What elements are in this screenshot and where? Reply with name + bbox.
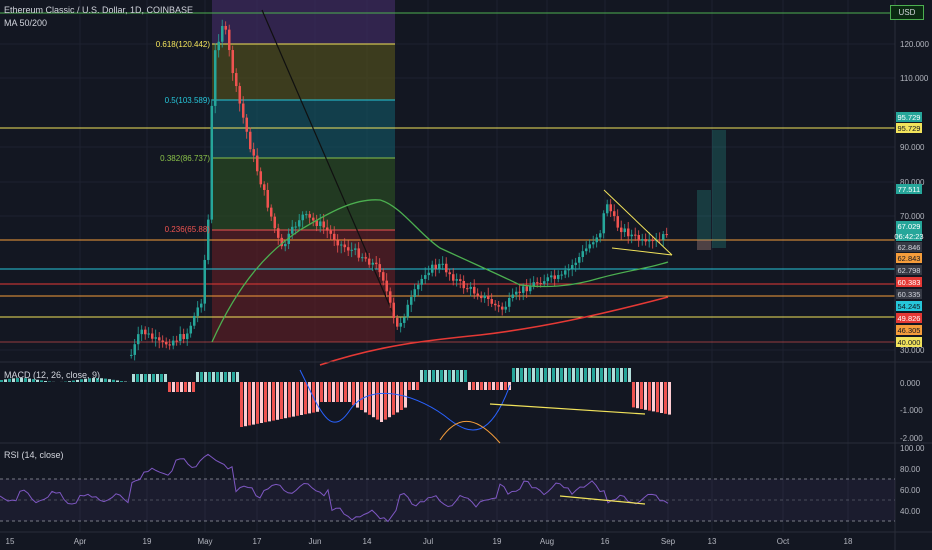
ma200-line xyxy=(319,296,669,366)
time-label: 14 xyxy=(363,537,372,546)
price-labels: 95.729 95.729 77.511 67.029 06:42:23 62.… xyxy=(894,112,924,347)
macd-histogram xyxy=(0,368,671,427)
price-label: 60.383 xyxy=(898,278,921,287)
time-label: Sep xyxy=(661,537,676,546)
price-label-box xyxy=(896,253,922,263)
price-label: 95.729 xyxy=(898,113,921,122)
time-label: 18 xyxy=(844,537,853,546)
time-label: Jul xyxy=(423,537,433,546)
macd-tick: -2.000 xyxy=(900,434,923,443)
macd-line xyxy=(299,369,511,431)
price-label-box xyxy=(896,289,922,299)
usd-currency-icon: USD xyxy=(898,8,916,17)
rsi-divergence-line[interactable] xyxy=(559,495,646,505)
price-label: 40.000 xyxy=(898,338,921,347)
time-label: May xyxy=(197,537,212,546)
rsi-tick: 60.00 xyxy=(900,486,921,495)
price-label-box xyxy=(896,221,922,231)
symbol-title[interactable]: Ethereum Classic / U.S. Dollar, 1D, COIN… xyxy=(4,5,194,15)
usd-currency-button[interactable]: USD xyxy=(890,5,924,20)
price-label: 77.511 xyxy=(898,185,920,194)
horizontal-levels[interactable] xyxy=(0,12,895,343)
price-label: 62.846 xyxy=(898,243,921,252)
fib-label-0236: 0.236(65.88) xyxy=(165,225,211,234)
price-label-box xyxy=(896,184,922,194)
fib-label-05: 0.5(103.589) xyxy=(165,96,211,105)
macd-tick: 0.000 xyxy=(900,379,921,388)
macd-label[interactable]: MACD (12, 26, close, 9) xyxy=(4,370,101,380)
time-label: Jun xyxy=(309,537,322,546)
triangle-pattern[interactable] xyxy=(603,189,673,256)
axis-tick: 120.000 xyxy=(900,40,929,49)
time-label: Oct xyxy=(777,537,790,546)
price-label-box xyxy=(896,313,922,323)
target-box[interactable] xyxy=(712,130,726,248)
time-label: 16 xyxy=(601,537,610,546)
time-label: 15 xyxy=(6,537,15,546)
axis-tick: 70.000 xyxy=(900,212,925,221)
long-position-box[interactable] xyxy=(697,190,711,250)
signal-line xyxy=(439,420,501,444)
axis-tick: 80.000 xyxy=(900,178,925,187)
price-label-current: 67.029 xyxy=(898,222,921,231)
fib-label-0382: 0.382(86.737) xyxy=(160,154,210,163)
price-label: 54.245 xyxy=(898,302,921,311)
rsi-line xyxy=(0,453,669,523)
time-label: 19 xyxy=(143,537,152,546)
time-label: 17 xyxy=(253,537,262,546)
ma-indicator-label[interactable]: MA 50/200 xyxy=(4,18,48,28)
axis-tick: 110.000 xyxy=(900,74,929,83)
rsi-tick: 40.00 xyxy=(900,507,921,516)
price-label-box xyxy=(896,242,922,252)
time-label: Apr xyxy=(74,537,87,546)
price-label: 95.729 xyxy=(898,124,921,133)
candlesticks xyxy=(130,19,668,361)
macd-tick: -1.000 xyxy=(900,406,923,415)
price-label-box xyxy=(896,325,922,335)
time-label: Aug xyxy=(540,537,554,546)
axis-tick: 90.000 xyxy=(900,143,925,152)
rsi-tick: 80.00 xyxy=(900,465,921,474)
axis-tick: 30.000 xyxy=(900,346,925,355)
price-label: 49.826 xyxy=(898,314,921,323)
rsi-label[interactable]: RSI (14, close) xyxy=(4,450,64,460)
price-label-box xyxy=(896,277,922,287)
price-label-box xyxy=(896,112,922,122)
price-label: 60.335 xyxy=(898,290,921,299)
price-label: 62.798 xyxy=(898,266,921,275)
fib-label-0618: 0.618(120.442) xyxy=(156,40,211,49)
price-label-box xyxy=(896,301,922,311)
price-label: 62.843 xyxy=(898,254,921,263)
ma50-line xyxy=(211,199,669,343)
price-label-box xyxy=(896,265,922,275)
countdown-label: 06:42:23 xyxy=(894,232,923,241)
price-label: 46.305 xyxy=(898,326,921,335)
price-label-box xyxy=(896,231,922,241)
time-label: 13 xyxy=(708,537,717,546)
price-label-box xyxy=(896,337,922,347)
time-label: 19 xyxy=(493,537,502,546)
rsi-tick: 100.00 xyxy=(900,444,925,453)
price-label-box xyxy=(896,123,922,133)
macd-divergence-line[interactable] xyxy=(489,403,646,415)
